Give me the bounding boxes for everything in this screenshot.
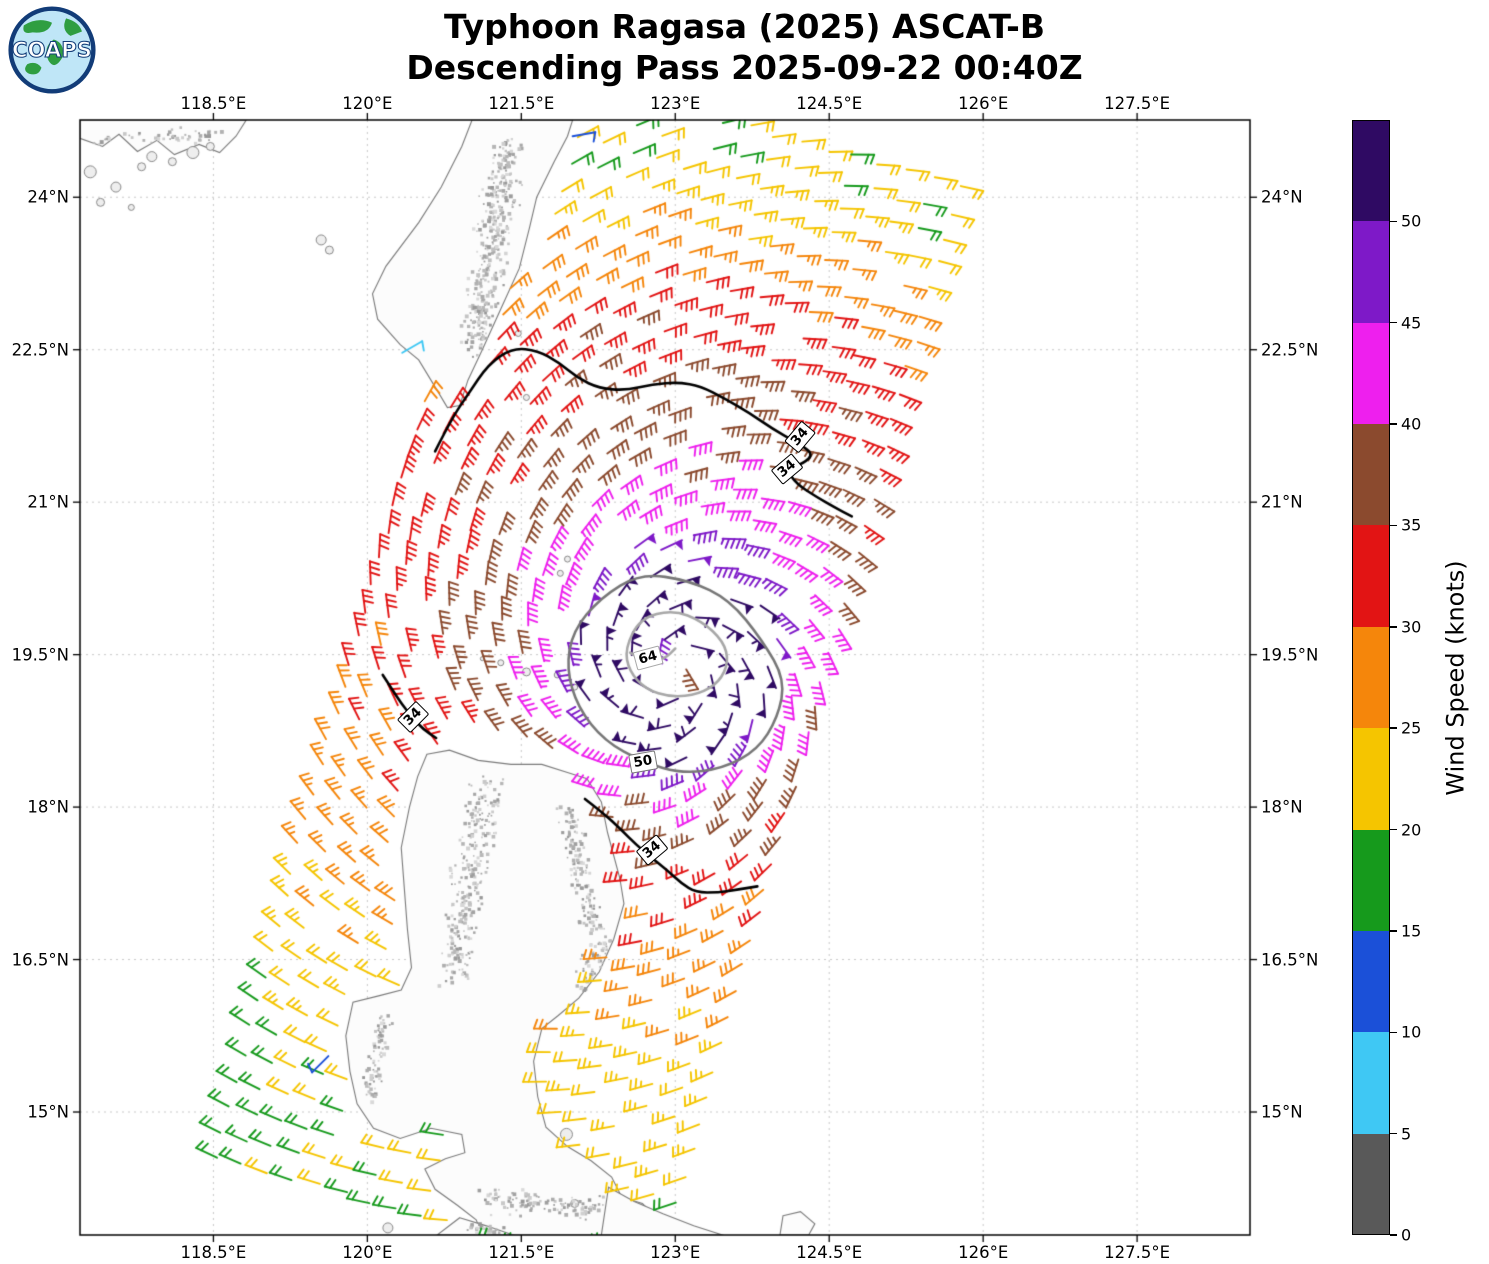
colorbar-tick-label: 10 bbox=[1401, 1022, 1422, 1042]
colorbar-tick-mark bbox=[1390, 1234, 1397, 1236]
colorbar-tick-mark bbox=[1390, 626, 1397, 628]
lat-tick-label-right: 22.5°N bbox=[1261, 340, 1319, 360]
colorbar-tick-label: 30 bbox=[1401, 617, 1422, 637]
lon-tick-label-bottom: 118.5°E bbox=[180, 1243, 247, 1262]
lon-tick-label-bottom: 120°E bbox=[342, 1243, 393, 1262]
lon-tick-label-bottom: 121.5°E bbox=[488, 1243, 555, 1262]
colorbar-segment bbox=[1352, 829, 1390, 931]
lat-tick-label-right: 21°N bbox=[1261, 492, 1303, 512]
colorbar-tick-label: 15 bbox=[1401, 921, 1422, 941]
lon-tick-label-top: 126°E bbox=[958, 94, 1009, 113]
colorbar-tick-mark bbox=[1390, 423, 1397, 425]
colorbar-tick-label: 45 bbox=[1401, 313, 1422, 333]
lon-tick-label-bottom: 127.5°E bbox=[1104, 1243, 1171, 1262]
colorbar-tick-mark bbox=[1390, 1031, 1397, 1034]
lon-tick-label-bottom: 126°E bbox=[958, 1243, 1009, 1262]
colorbar-tick-label: 35 bbox=[1401, 515, 1422, 535]
coaps-logo-text: COAPS bbox=[12, 37, 92, 62]
colorbar-segment bbox=[1352, 424, 1390, 526]
colorbar-tick-mark bbox=[1390, 524, 1397, 527]
lon-tick-label-top: 124.5°E bbox=[796, 94, 863, 113]
lon-tick-label-top: 118.5°E bbox=[180, 94, 247, 113]
colorbar-axis-label-text: Wind Speed (knots) bbox=[1442, 559, 1470, 796]
colorbar-tick-label: 5 bbox=[1401, 1124, 1412, 1144]
colorbar-segment bbox=[1352, 728, 1390, 830]
lat-tick-label-left: 21°N bbox=[27, 492, 69, 512]
lat-tick-label-left: 24°N bbox=[27, 187, 69, 207]
lat-tick-label-left: 22.5°N bbox=[11, 340, 69, 360]
lat-tick-label-right: 19.5°N bbox=[1261, 645, 1319, 665]
colorbar-axis-label: Wind Speed (knots) bbox=[1434, 120, 1478, 1235]
colorbar-segment bbox=[1352, 930, 1390, 1033]
lat-tick-label-right: 15°N bbox=[1261, 1102, 1303, 1122]
colorbar-frame bbox=[1352, 120, 1390, 1235]
lon-tick-label-top: 120°E bbox=[342, 94, 393, 113]
colorbar-tick-mark bbox=[1390, 828, 1397, 831]
colorbar-tick-mark bbox=[1390, 930, 1397, 932]
lon-tick-label-top: 121.5°E bbox=[488, 94, 555, 113]
colorbar-segment bbox=[1352, 626, 1390, 729]
colorbar-segment bbox=[1352, 1133, 1390, 1235]
coaps-globe-icon: COAPS bbox=[8, 6, 96, 94]
colorbar-tick-mark bbox=[1390, 220, 1397, 223]
lat-tick-label-left: 15°N bbox=[27, 1102, 69, 1122]
lat-tick-label-left: 18°N bbox=[27, 797, 69, 817]
lat-tick-label-right: 16.5°N bbox=[1261, 950, 1319, 970]
colorbar-tick-mark bbox=[1390, 321, 1397, 324]
coaps-logo: COAPS bbox=[8, 6, 96, 94]
colorbar-segment bbox=[1352, 221, 1390, 323]
plot-title-line1: Typhoon Ragasa (2025) ASCAT-B bbox=[443, 7, 1046, 46]
colorbar-tick-label: 25 bbox=[1401, 718, 1422, 738]
colorbar-tick-label: 20 bbox=[1401, 820, 1422, 840]
colorbar-tick-mark bbox=[1390, 1132, 1397, 1135]
colorbar-tick-label: 40 bbox=[1401, 414, 1422, 434]
lat-tick-label-left: 19.5°N bbox=[11, 645, 69, 665]
colorbar-segment bbox=[1352, 120, 1390, 222]
colorbar-tick-mark bbox=[1390, 727, 1397, 729]
lat-tick-label-right: 18°N bbox=[1261, 797, 1303, 817]
lon-tick-label-top: 123°E bbox=[650, 94, 701, 113]
lon-tick-label-bottom: 124.5°E bbox=[796, 1243, 863, 1262]
lat-tick-label-right: 24°N bbox=[1261, 187, 1303, 207]
plot-title: Typhoon Ragasa (2025) ASCAT-B Descending… bbox=[0, 6, 1489, 89]
colorbar-tick-label: 50 bbox=[1401, 211, 1422, 231]
colorbar-segment bbox=[1352, 322, 1390, 425]
lon-tick-label-bottom: 123°E bbox=[650, 1243, 701, 1262]
colorbar-segment bbox=[1352, 1032, 1390, 1134]
lon-tick-label-top: 127.5°E bbox=[1104, 94, 1171, 113]
colorbar-tick-label: 0 bbox=[1401, 1225, 1412, 1245]
lat-tick-label-left: 16.5°N bbox=[11, 950, 69, 970]
plot-title-line2: Descending Pass 2025-09-22 00:40Z bbox=[406, 48, 1083, 88]
colorbar-segment bbox=[1352, 525, 1390, 627]
